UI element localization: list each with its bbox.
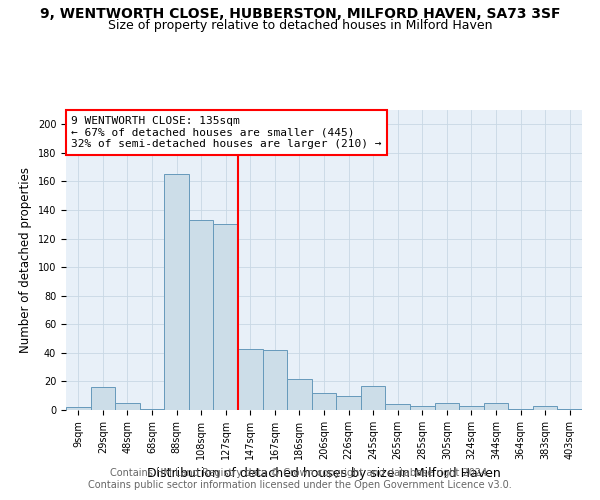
Bar <box>140 408 164 410</box>
Bar <box>459 406 484 410</box>
Text: Size of property relative to detached houses in Milford Haven: Size of property relative to detached ho… <box>108 18 492 32</box>
Bar <box>91 387 115 410</box>
Text: 9, WENTWORTH CLOSE, HUBBERSTON, MILFORD HAVEN, SA73 3SF: 9, WENTWORTH CLOSE, HUBBERSTON, MILFORD … <box>40 8 560 22</box>
Bar <box>361 386 385 410</box>
Bar <box>238 348 263 410</box>
Y-axis label: Number of detached properties: Number of detached properties <box>19 167 32 353</box>
Bar <box>385 404 410 410</box>
Bar <box>263 350 287 410</box>
Bar <box>508 408 533 410</box>
Bar <box>287 378 312 410</box>
Bar <box>189 220 214 410</box>
Bar <box>312 393 336 410</box>
X-axis label: Distribution of detached houses by size in Milford Haven: Distribution of detached houses by size … <box>147 468 501 480</box>
Bar <box>164 174 189 410</box>
Bar <box>214 224 238 410</box>
Bar <box>533 406 557 410</box>
Bar <box>484 403 508 410</box>
Bar <box>557 408 582 410</box>
Bar <box>115 403 140 410</box>
Text: 9 WENTWORTH CLOSE: 135sqm
← 67% of detached houses are smaller (445)
32% of semi: 9 WENTWORTH CLOSE: 135sqm ← 67% of detac… <box>71 116 382 149</box>
Bar <box>66 407 91 410</box>
Text: Contains HM Land Registry data © Crown copyright and database right 2024.: Contains HM Land Registry data © Crown c… <box>110 468 490 477</box>
Text: Contains public sector information licensed under the Open Government Licence v3: Contains public sector information licen… <box>88 480 512 490</box>
Bar <box>434 403 459 410</box>
Bar <box>336 396 361 410</box>
Bar <box>410 406 434 410</box>
